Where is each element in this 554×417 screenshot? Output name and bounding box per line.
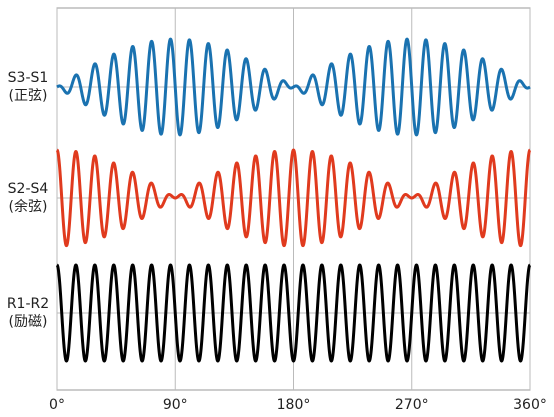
series-label: (励磁) xyxy=(9,314,48,330)
series-label: S3-S1 xyxy=(8,70,49,86)
x-tick-label: 360° xyxy=(513,397,547,413)
series-label: (正弦) xyxy=(9,88,48,104)
x-tick-label: 270° xyxy=(395,397,429,413)
x-tick-label: 180° xyxy=(277,397,311,413)
series-label: (余弦) xyxy=(9,198,48,215)
waveform xyxy=(55,148,532,248)
waveform xyxy=(55,263,532,363)
series-label: R1-R2 xyxy=(7,296,49,312)
series-label: S2-S4 xyxy=(8,181,49,197)
x-tick-label: 0° xyxy=(49,397,65,413)
waveform xyxy=(55,37,532,137)
x-tick-label: 90° xyxy=(163,397,188,413)
